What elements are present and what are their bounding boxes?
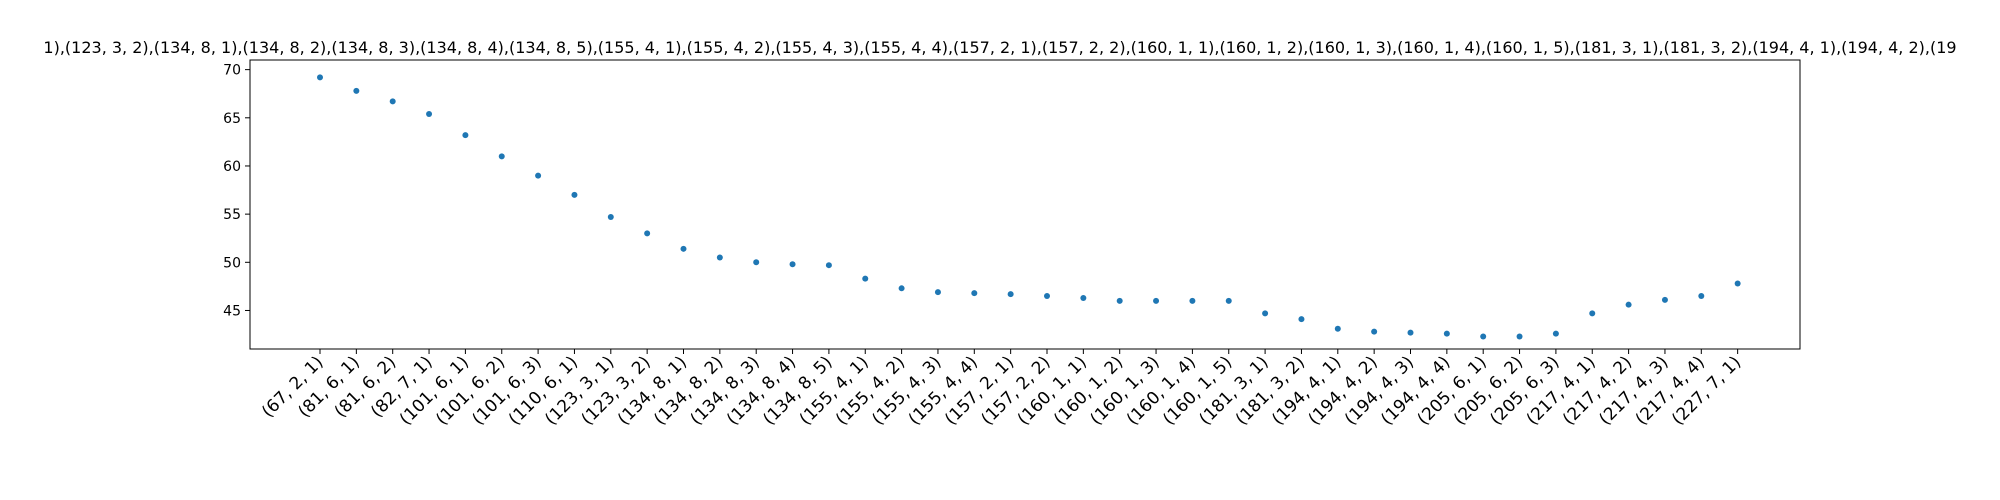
y-tick-label: 65 — [223, 111, 241, 127]
x-axis: (67, 2, 1)(81, 6, 1)(81, 6, 2)(82, 7, 1)… — [258, 349, 1745, 429]
data-point — [1153, 297, 1160, 304]
data-point — [1443, 330, 1450, 337]
data-point — [1189, 297, 1196, 304]
data-point — [644, 230, 651, 237]
data-point — [462, 132, 469, 139]
chart-title: 1),(123, 3, 2),(134, 8, 1),(134, 8, 2),(… — [43, 38, 1956, 57]
y-tick-label: 45 — [223, 303, 241, 319]
data-point — [1298, 316, 1305, 323]
data-point — [1625, 301, 1632, 308]
y-axis: 45 50 55 60 65 70 — [223, 63, 250, 319]
y-tick-label: 70 — [223, 63, 241, 79]
data-point — [825, 262, 832, 269]
data-point — [680, 245, 687, 252]
y-tick-label: 50 — [223, 255, 241, 271]
data-point — [607, 214, 614, 221]
data-point — [898, 285, 905, 292]
data-point — [1225, 297, 1232, 304]
data-point — [1407, 329, 1414, 336]
plot-frame — [249, 59, 1801, 350]
data-point — [934, 289, 941, 296]
data-point — [317, 74, 323, 81]
data-point — [1080, 294, 1087, 301]
y-tick-label: 55 — [223, 207, 241, 223]
data-point — [1589, 310, 1596, 317]
data-point — [1044, 293, 1050, 300]
data-point — [753, 259, 760, 266]
data-point — [1007, 291, 1014, 298]
data-point — [1552, 330, 1559, 337]
data-point — [571, 191, 578, 198]
data-point — [1698, 293, 1705, 300]
data-point — [389, 98, 396, 105]
data-point — [1734, 280, 1741, 287]
data-point — [498, 153, 505, 160]
data-point — [535, 172, 542, 179]
data-point — [1480, 333, 1487, 340]
data-point — [789, 261, 796, 268]
data-point — [1661, 296, 1668, 303]
data-point — [426, 110, 433, 117]
data-point — [1371, 328, 1378, 335]
data-points — [317, 74, 1741, 340]
data-point — [716, 254, 723, 261]
data-point — [1262, 310, 1269, 317]
data-point — [353, 87, 360, 94]
data-point — [1516, 333, 1523, 340]
data-point — [1116, 297, 1123, 304]
data-point — [862, 275, 869, 282]
data-point — [971, 290, 978, 297]
y-tick-label: 60 — [223, 159, 241, 175]
data-point — [1334, 325, 1341, 332]
